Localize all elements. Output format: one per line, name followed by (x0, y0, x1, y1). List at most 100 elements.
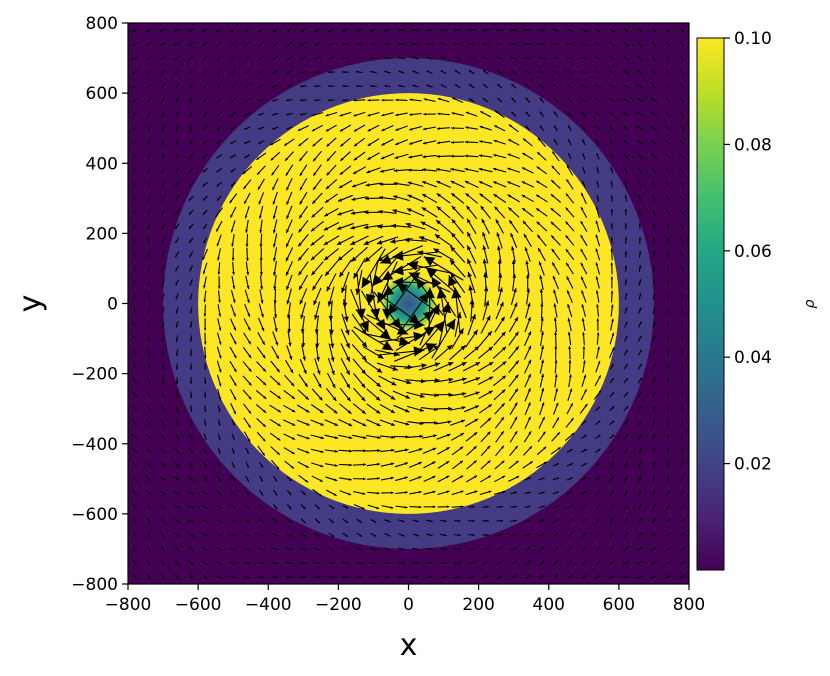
velocity-arrow-head (231, 58, 234, 61)
x-tick-label: −600 (175, 595, 222, 615)
velocity-arrow-head (653, 335, 656, 339)
velocity-arrow-head (405, 394, 411, 399)
velocity-arrow-head (459, 475, 464, 479)
velocity-arrow-head (405, 408, 410, 413)
velocity-arrow-head (298, 271, 303, 276)
velocity-arrow-head (259, 272, 263, 276)
velocity-arrow-head (161, 100, 164, 103)
velocity-arrow-head (482, 28, 485, 32)
velocity-arrow-head (275, 506, 278, 510)
velocity-arrow-head (611, 392, 615, 395)
velocity-arrow-head (539, 111, 543, 114)
velocity-arrow-head (392, 209, 398, 214)
velocity-arrow-head (391, 448, 395, 452)
velocity-arrow-head (554, 373, 558, 378)
velocity-arrow-head (541, 560, 544, 564)
velocity-arrow-head (637, 126, 640, 129)
velocity-arrow-head (380, 254, 392, 264)
velocity-arrow-head (314, 71, 317, 74)
velocity-arrow-head (666, 293, 670, 296)
velocity-arrow-head (303, 506, 306, 510)
velocity-arrow-head (639, 307, 642, 311)
velocity-arrow-head (679, 139, 683, 143)
velocity-arrow-head (248, 368, 252, 372)
velocity-arrow-head (595, 234, 599, 238)
velocity-arrow-head (233, 341, 237, 345)
velocity-arrow-head (423, 127, 427, 131)
velocity-arrow-head (598, 434, 601, 438)
velocity-arrow-head (639, 265, 642, 268)
velocity-arrow-head (524, 70, 528, 73)
velocity-arrow-head (554, 139, 557, 142)
velocity-arrow-head (680, 55, 683, 58)
velocity-arrow-head (468, 84, 472, 87)
velocity-arrow-head (565, 249, 569, 253)
velocity-arrow-head (434, 362, 441, 368)
velocity-arrow-head (584, 463, 587, 466)
velocity-arrow-head (584, 449, 587, 452)
velocity-arrow-head (468, 42, 471, 45)
y-tick-label: −400 (71, 435, 118, 455)
velocity-arrow-head (202, 212, 206, 215)
velocity-arrow-head (497, 83, 500, 87)
velocity-arrow-head (479, 193, 484, 198)
velocity-arrow-head (348, 478, 352, 481)
velocity-arrow-head (499, 575, 503, 578)
velocity-arrow-head (653, 321, 656, 325)
velocity-arrow-head (419, 393, 425, 398)
velocity-arrow-head (217, 58, 220, 61)
velocity-arrow-head (147, 114, 150, 118)
velocity-arrow-head (417, 250, 424, 256)
velocity-arrow-head (218, 327, 222, 331)
velocity-arrow-head (361, 355, 367, 361)
velocity-arrow-head (248, 424, 251, 428)
velocity-arrow-head (162, 577, 165, 580)
velocity-arrow-head (654, 547, 657, 550)
velocity-arrow-head (596, 318, 600, 322)
velocity-arrow-head (203, 100, 206, 104)
velocity-arrow-head (387, 520, 391, 523)
velocity-arrow-head (514, 388, 518, 393)
velocity-arrow-head (216, 243, 220, 247)
velocity-arrow-head (611, 476, 614, 479)
velocity-arrow-head (681, 475, 684, 479)
velocity-arrow-head (362, 423, 367, 427)
velocity-arrow-head (147, 185, 150, 188)
velocity-arrow-head (422, 141, 427, 145)
velocity-arrow-head (218, 478, 222, 482)
velocity-arrow-head (134, 283, 137, 286)
velocity-arrow-head (611, 332, 615, 336)
velocity-arrow-head (190, 409, 193, 412)
velocity-arrow-head (363, 435, 367, 440)
velocity-arrow-head (189, 367, 193, 370)
velocity-arrow-head (552, 56, 556, 59)
velocity-arrow-head (653, 377, 656, 381)
velocity-arrow-head (668, 533, 671, 536)
velocity-arrow-head (637, 84, 640, 87)
colorbar-tick-label: 0.04 (734, 348, 772, 368)
velocity-arrow-head (218, 437, 221, 440)
velocity-arrow-head (177, 520, 180, 523)
velocity-arrow-head (230, 184, 234, 187)
velocity-arrow-head (464, 167, 469, 171)
velocity-arrow-head (680, 307, 683, 310)
velocity-arrow-head (422, 194, 427, 198)
velocity-arrow-head (352, 184, 356, 188)
velocity-arrow-head (248, 382, 252, 386)
velocity-arrow-head (539, 84, 542, 87)
velocity-arrow-head (370, 29, 373, 32)
velocity-arrow-head (256, 157, 260, 160)
velocity-arrow-head (388, 562, 391, 565)
velocity-arrow-head (261, 534, 265, 537)
velocity-arrow-head (219, 520, 223, 523)
velocity-arrow-head (301, 343, 306, 347)
velocity-arrow-head (527, 547, 531, 550)
velocity-arrow-head (521, 194, 526, 198)
velocity-arrow-head (231, 86, 234, 89)
velocity-arrow-head (598, 575, 601, 578)
velocity-arrow-head (191, 548, 194, 551)
velocity-arrow-head (536, 194, 540, 198)
velocity-arrow-head (680, 321, 683, 324)
velocity-arrow-head (536, 180, 540, 184)
velocity-arrow-head (666, 237, 669, 240)
